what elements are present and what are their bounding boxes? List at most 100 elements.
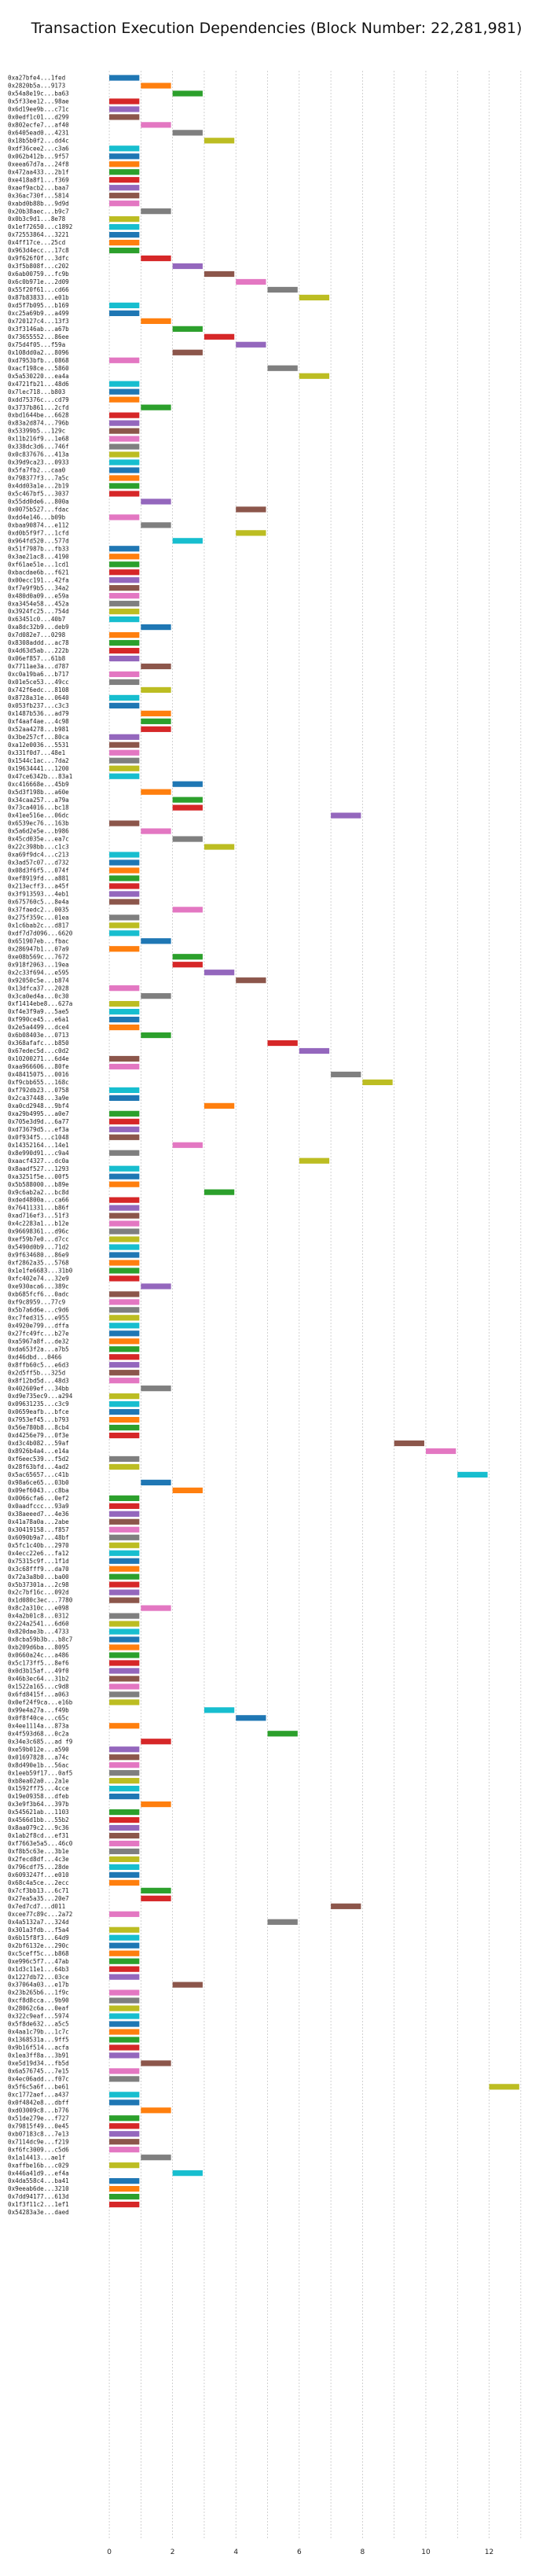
y-tick-label: 0x446a41d9...ef4a [8,2169,69,2177]
gantt-bar [141,122,171,128]
gantt-bar [109,1950,140,1956]
y-tick-label: 0x108dd0a2...8096 [8,349,69,356]
gantt-bar [141,710,171,716]
y-tick-label: 0x4ec06add...f07c [8,2075,69,2082]
y-tick-label: 0x053fb237...c3c3 [8,702,69,709]
gantt-bar [141,1801,171,1808]
gantt-bar [109,1275,140,1282]
y-tick-label: 0xad716ef3...51f3 [8,1213,69,1220]
y-tick-label: 0x39d9ca23...0933 [8,459,69,466]
gantt-bar [109,1628,140,1635]
gantt-bar [109,201,140,207]
gantt-bar [331,1071,361,1078]
gantt-bar [109,554,140,560]
y-tick-label: 0x7114dc9e...f219 [8,2138,69,2145]
y-tick-label: 0x9c6ab2a2...bc8d [8,1189,69,1196]
y-tick-label: 0xc25a69b9...a499 [8,310,69,317]
gantt-bar [109,1346,140,1352]
gantt-bar [109,231,140,238]
y-tick-label: 0xb8ea02a0...2a1e [8,1777,69,1784]
y-tick-label: 0x472aa433...2b1f [8,168,69,175]
y-tick-label: 0x0659eafb...bfce [8,1408,69,1415]
y-tick-label: 0x0f934f5...c1048 [8,1134,69,1141]
gantt-bar [109,1024,140,1031]
gantt-bar [109,679,140,686]
y-tick-label: 0x322c9eaf...5974 [8,2013,69,2020]
y-tick-label: 0x5a530220...ea4a [8,373,69,380]
gantt-bar [109,491,140,497]
y-tick-label: 0x79815f49...0e45 [8,2122,69,2129]
x-tick-label: 10 [421,2548,431,2556]
gantt-bar [141,718,171,724]
gantt-bar [109,930,140,937]
y-tick-label: 0x20b38aec...b9c7 [8,208,69,215]
y-tick-label: 0x99e4a27a...f49b [8,1706,69,1713]
gantt-bar [109,1786,140,1792]
gantt-bar [109,357,140,363]
y-tick-label: 0xa69f9dc4...c213 [8,852,69,859]
y-tick-label: 0xe996c5f7...47ab [8,1958,69,1965]
y-tick-label: 0x0ef24f9ca...e16b [8,1698,73,1706]
gantt-bar [109,1550,140,1556]
gantt-bar [109,1416,140,1423]
gantt-bar [109,647,140,654]
gantt-bar [109,1997,140,2004]
gantt-bar [109,875,140,881]
gantt-bar [109,1660,140,1666]
y-tick-label: 0x1c6bab2c...d817 [8,922,69,929]
gantt-bar [109,639,140,646]
gantt-bar [109,396,140,403]
gantt-bar [109,671,140,678]
y-tick-label: 0x27fc49fc...b27e [8,1330,69,1337]
y-tick-label: 0x73655552...86ee [8,333,69,340]
gantt-bar [109,757,140,764]
x-tick-labels: 0 2 4 6 8 10 12 [107,2548,493,2556]
gantt-bar [109,1001,140,1007]
gantt-bar [267,286,298,293]
gantt-bar [109,742,140,748]
y-tick-label: 0x7953ef45...b793 [8,1416,69,1423]
gantt-bar [109,1362,140,1368]
gantt-bar [109,749,140,756]
y-tick-label: 0x14352164...14e1 [8,1142,69,1149]
y-tick-label: 0xa8dc32b9...deb9 [8,624,69,631]
y-tick-label: 0x5490d0b9...71d2 [8,1244,69,1251]
gantt-bar [109,114,140,120]
y-tick-label: 0x73ca4016...bc18 [8,804,69,811]
gantt-bar [109,310,140,316]
y-tick-label: 0xe59b012e...a590 [8,1746,69,1753]
y-tick-label: 0x8cba59b3b...b8c7 [8,1636,72,1643]
y-tick-label: 0x8308addd...ac78 [8,639,69,646]
gantt-bar [109,451,140,458]
gantt-bar [109,1621,140,1627]
y-tick-label: 0x92050c5e...b874 [8,977,69,984]
gantt-bar [109,216,140,223]
y-tick-label: 0x1d3c11e1...64b3 [8,1966,69,1973]
gantt-bar [172,2170,203,2177]
y-tick-label: 0xeea67d7a...24f8 [8,160,69,167]
gantt-bar [204,1707,235,1713]
y-tick-label: 0x00ecc191...42fa [8,576,69,583]
y-tick-label: 0x98a6ce65...03b0 [8,1479,69,1486]
y-tick-label: 0x28062c6a...0eaf [8,2005,69,2012]
gantt-bar [109,1966,140,1972]
y-tick-label: 0x5fc1c40b...2970 [8,1542,69,1549]
gantt-bar [109,420,140,426]
gantt-bar [109,1150,140,1156]
gantt-bar [109,946,140,952]
gantt-bar [109,1770,140,1776]
gantt-bar [109,1016,140,1023]
y-tick-label: 0x6539ec76...163b [8,820,69,827]
y-tick-label: 0xaffbe16b...c029 [8,2162,69,2169]
gantt-bar [267,1919,298,1925]
y-tick-label: 0x5f33ee12...98ae [8,98,69,105]
y-tick-label: 0x6c0b971e...2d09 [8,278,69,285]
y-tick-label: 0x51de279e...f727 [8,2114,69,2122]
gantt-bar [172,962,203,968]
gantt-bar [109,577,140,583]
y-tick-label: 0x1522a165...c9d8 [8,1683,69,1690]
gantt-bar [109,914,140,921]
gantt-bar [141,1887,171,1893]
y-tick-label: 0xf4aaf4ae...4c98 [8,718,69,725]
gantt-bar [109,1926,140,1933]
